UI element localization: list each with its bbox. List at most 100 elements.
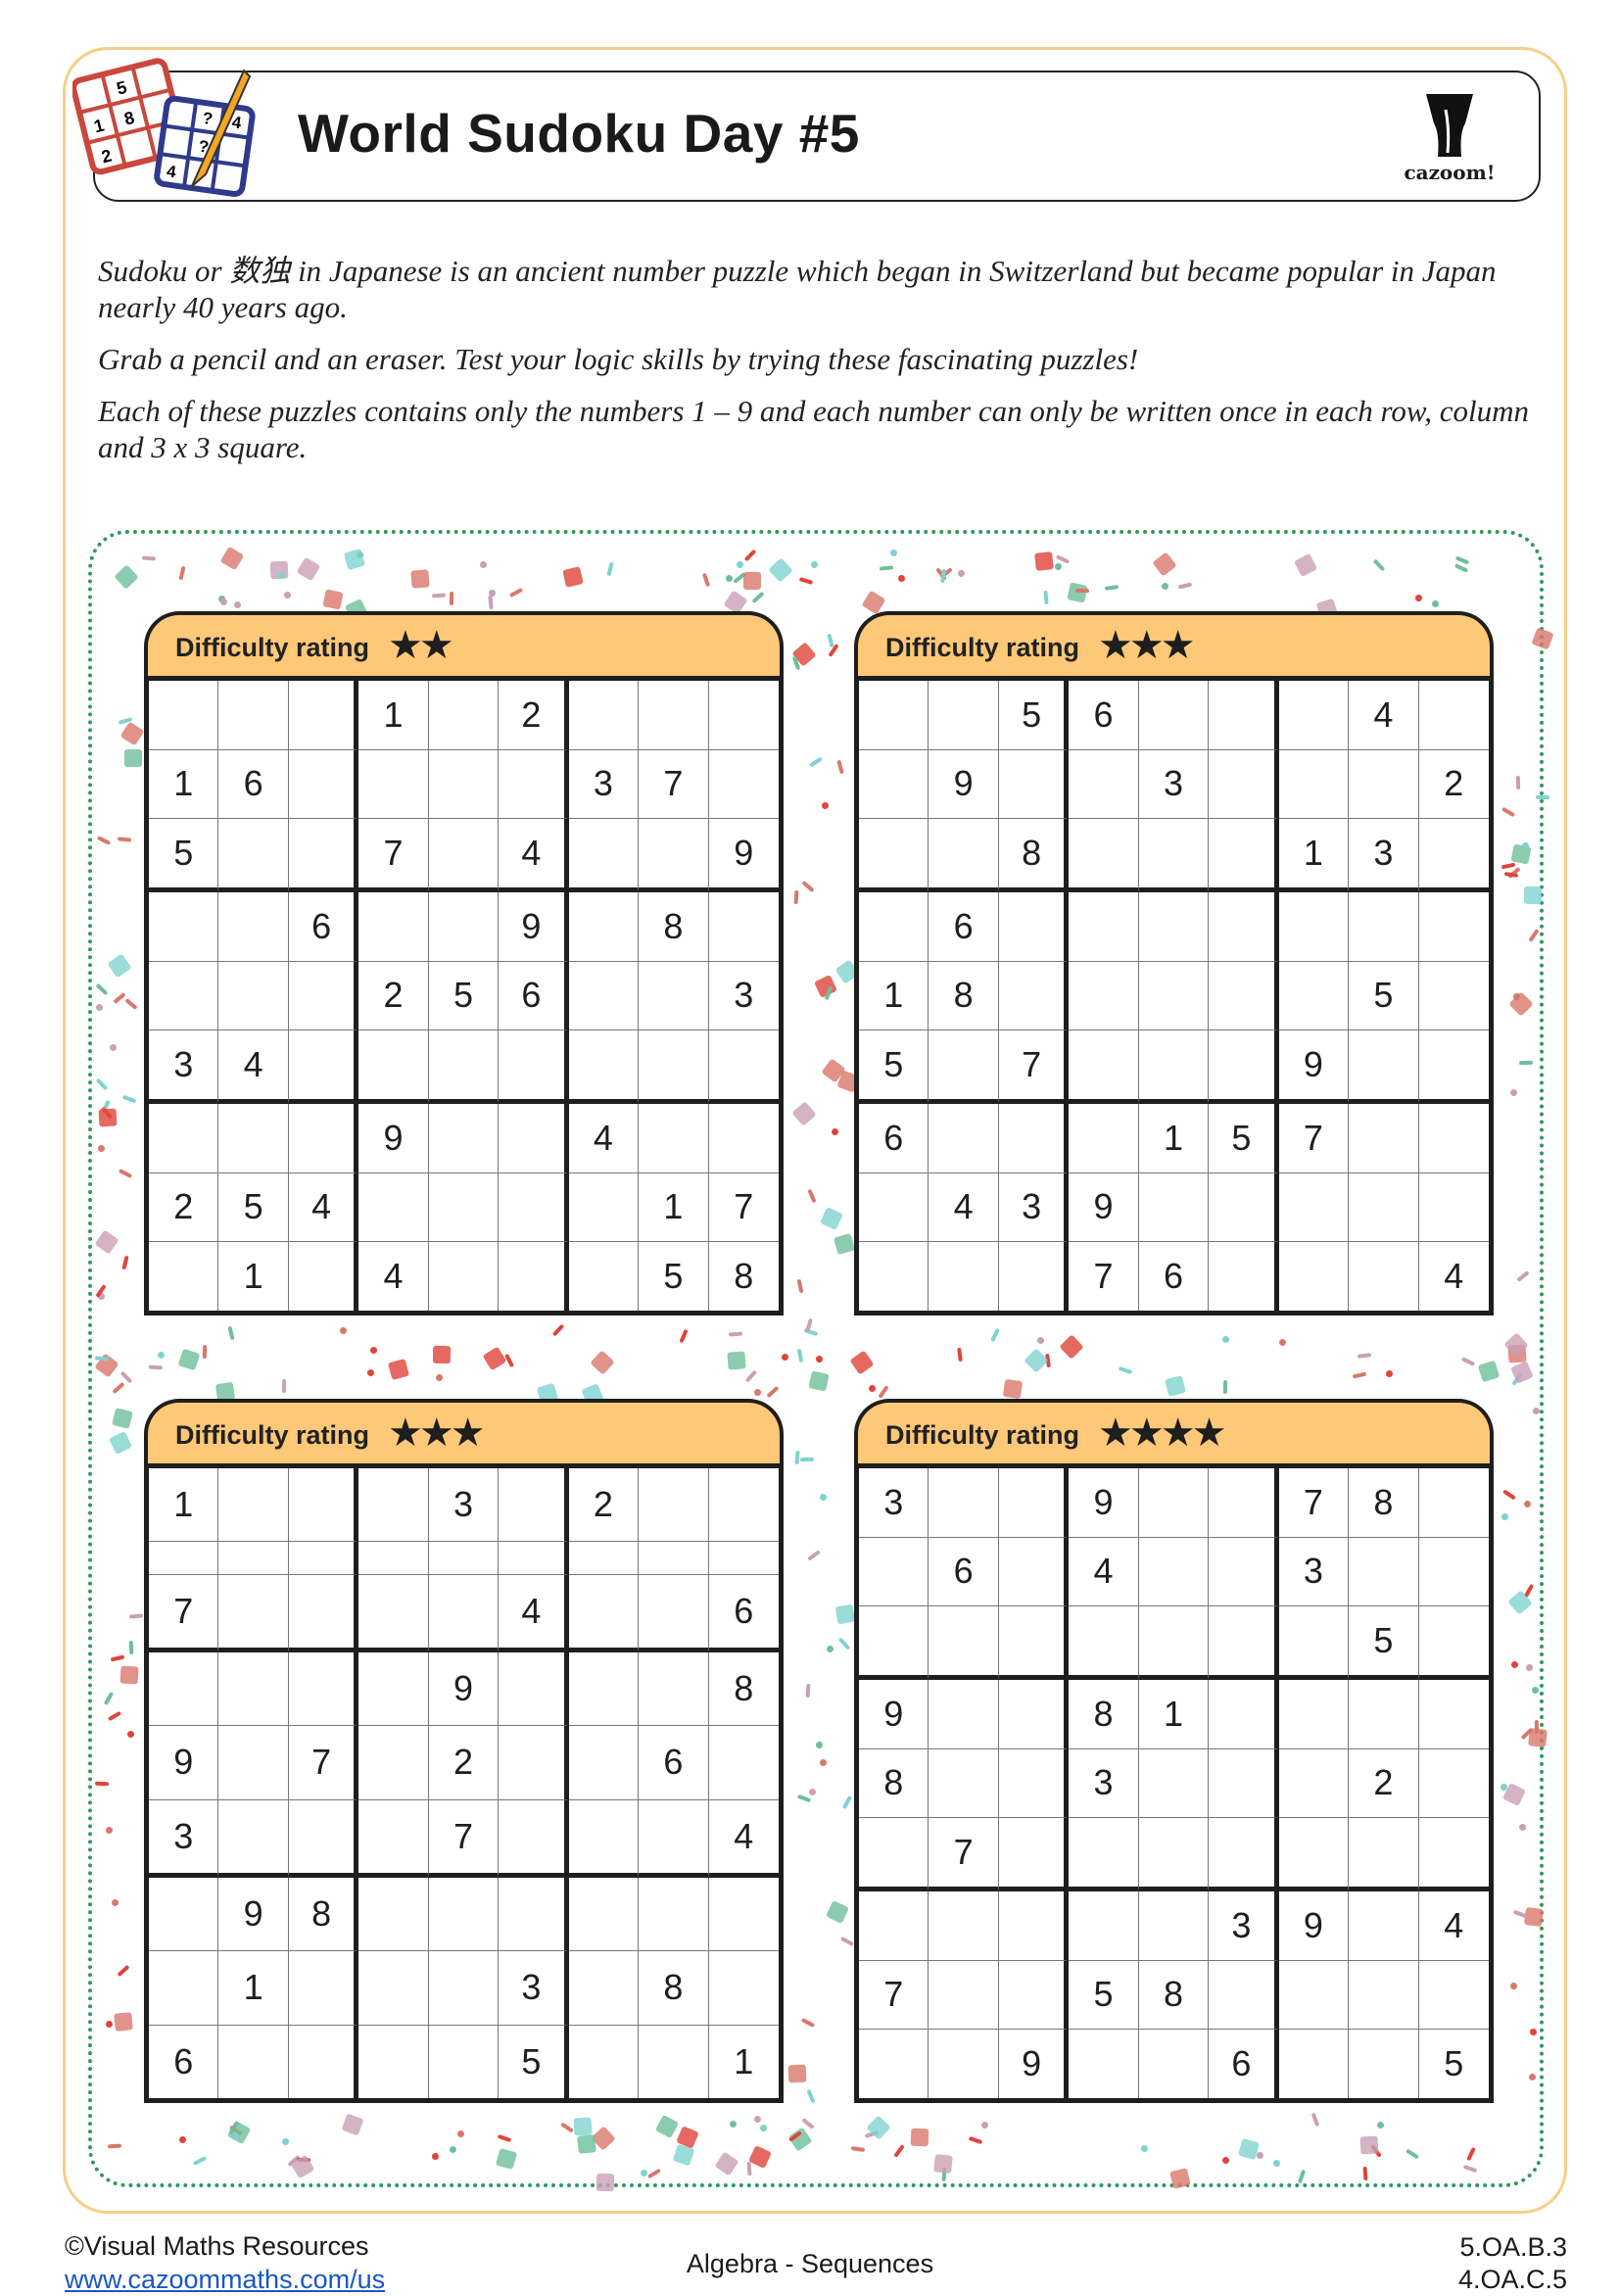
empty-cell[interactable] [859, 1890, 929, 1961]
empty-cell[interactable] [149, 1951, 219, 2026]
empty-cell[interactable] [1278, 1679, 1350, 1749]
empty-cell[interactable] [218, 1726, 289, 1800]
empty-cell[interactable] [639, 1574, 709, 1652]
empty-cell[interactable] [358, 1651, 429, 1727]
empty-cell[interactable] [288, 1542, 359, 1575]
empty-cell[interactable] [568, 819, 640, 892]
empty-cell[interactable] [1209, 1030, 1279, 1104]
empty-cell[interactable] [929, 1468, 999, 1538]
empty-cell[interactable] [708, 1726, 779, 1800]
empty-cell[interactable] [499, 1542, 569, 1575]
empty-cell[interactable] [1278, 961, 1350, 1031]
empty-cell[interactable] [639, 1877, 709, 1952]
empty-cell[interactable] [998, 749, 1070, 820]
empty-cell[interactable] [428, 1951, 500, 2026]
empty-cell[interactable] [358, 749, 429, 820]
empty-cell[interactable] [1418, 1173, 1489, 1243]
empty-cell[interactable] [639, 1651, 709, 1727]
empty-cell[interactable] [288, 819, 359, 892]
empty-cell[interactable] [1138, 1818, 1210, 1891]
empty-cell[interactable] [288, 1651, 359, 1727]
empty-cell[interactable] [358, 1799, 429, 1878]
empty-cell[interactable] [1279, 2030, 1350, 2098]
empty-cell[interactable] [288, 961, 359, 1031]
empty-cell[interactable] [149, 1542, 219, 1575]
empty-cell[interactable] [929, 2030, 999, 2098]
empty-cell[interactable] [218, 681, 289, 750]
empty-cell[interactable] [218, 2025, 289, 2098]
empty-cell[interactable] [1278, 681, 1350, 750]
empty-cell[interactable] [499, 1651, 569, 1727]
empty-cell[interactable] [1209, 1748, 1279, 1819]
empty-cell[interactable] [288, 1799, 359, 1878]
empty-cell[interactable] [998, 891, 1070, 962]
empty-cell[interactable] [859, 681, 929, 750]
empty-cell[interactable] [1209, 819, 1279, 892]
empty-cell[interactable] [1069, 2030, 1139, 2098]
empty-cell[interactable] [149, 1651, 219, 1727]
empty-cell[interactable] [1349, 891, 1419, 962]
empty-cell[interactable] [639, 2025, 709, 2098]
empty-cell[interactable] [358, 891, 429, 962]
empty-cell[interactable] [499, 1103, 569, 1173]
empty-cell[interactable] [1418, 1468, 1489, 1538]
empty-cell[interactable] [639, 1799, 709, 1878]
empty-cell[interactable] [1209, 961, 1279, 1031]
empty-cell[interactable] [568, 1574, 640, 1652]
empty-cell[interactable] [358, 1468, 429, 1543]
empty-cell[interactable] [1349, 1030, 1419, 1104]
empty-cell[interactable] [1418, 892, 1489, 962]
empty-cell[interactable] [1278, 1748, 1350, 1819]
empty-cell[interactable] [288, 681, 359, 750]
empty-cell[interactable] [998, 1103, 1070, 1173]
empty-cell[interactable] [1138, 681, 1210, 750]
empty-cell[interactable] [149, 681, 219, 750]
empty-cell[interactable] [288, 1030, 359, 1104]
empty-cell[interactable] [218, 819, 289, 892]
empty-cell[interactable] [859, 819, 929, 892]
empty-cell[interactable] [149, 961, 219, 1031]
empty-cell[interactable] [998, 1890, 1070, 1961]
empty-cell[interactable] [1418, 1680, 1489, 1749]
empty-cell[interactable] [1349, 2030, 1419, 2098]
empty-cell[interactable] [288, 1574, 359, 1652]
empty-cell[interactable] [1349, 1679, 1419, 1749]
empty-cell[interactable] [428, 1542, 500, 1575]
empty-cell[interactable] [708, 1104, 779, 1173]
empty-cell[interactable] [1418, 962, 1489, 1031]
empty-cell[interactable] [1209, 1468, 1279, 1538]
empty-cell[interactable] [929, 1103, 999, 1173]
empty-cell[interactable] [859, 2030, 929, 2098]
empty-cell[interactable] [859, 1818, 929, 1891]
empty-cell[interactable] [998, 1960, 1070, 2031]
empty-cell[interactable] [568, 1542, 640, 1575]
empty-cell[interactable] [1349, 1537, 1419, 1607]
empty-cell[interactable] [1069, 1606, 1139, 1680]
empty-cell[interactable] [499, 1172, 569, 1243]
empty-cell[interactable] [218, 1468, 289, 1543]
empty-cell[interactable] [1349, 749, 1419, 820]
empty-cell[interactable] [1069, 1030, 1139, 1104]
empty-cell[interactable] [218, 1542, 289, 1575]
empty-cell[interactable] [1349, 1103, 1419, 1173]
empty-cell[interactable] [708, 681, 779, 750]
empty-cell[interactable] [998, 1537, 1070, 1607]
empty-cell[interactable] [218, 961, 289, 1031]
empty-cell[interactable] [428, 819, 500, 892]
empty-cell[interactable] [1349, 1890, 1419, 1961]
empty-cell[interactable] [428, 1172, 500, 1243]
empty-cell[interactable] [1069, 1818, 1139, 1891]
empty-cell[interactable] [639, 1103, 709, 1173]
empty-cell[interactable] [428, 1103, 500, 1173]
empty-cell[interactable] [568, 1951, 640, 2026]
empty-cell[interactable] [708, 1951, 779, 2026]
empty-cell[interactable] [358, 1030, 429, 1104]
empty-cell[interactable] [218, 1103, 289, 1173]
empty-cell[interactable] [708, 892, 779, 962]
empty-cell[interactable] [1209, 1606, 1279, 1680]
empty-cell[interactable] [1069, 891, 1139, 962]
empty-cell[interactable] [708, 1542, 779, 1575]
empty-cell[interactable] [1209, 1818, 1279, 1891]
empty-cell[interactable] [1278, 1606, 1350, 1680]
empty-cell[interactable] [289, 1242, 359, 1311]
